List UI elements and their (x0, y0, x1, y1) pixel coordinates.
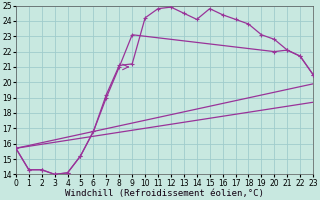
X-axis label: Windchill (Refroidissement éolien,°C): Windchill (Refroidissement éolien,°C) (65, 189, 264, 198)
